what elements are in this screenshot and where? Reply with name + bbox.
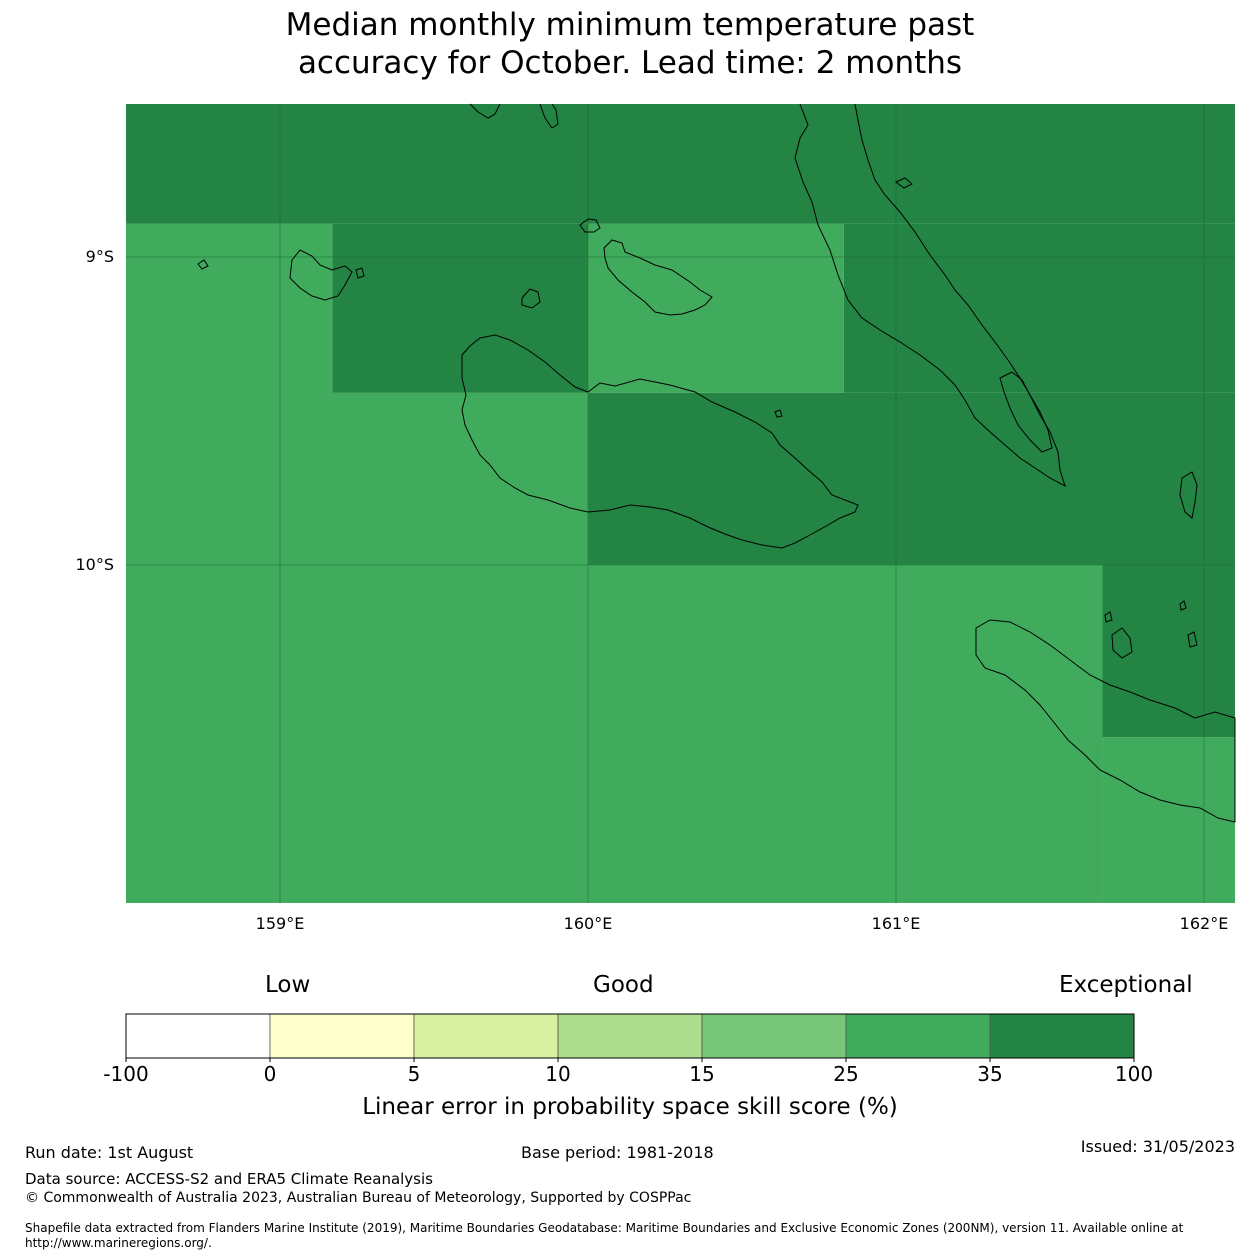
coastline-small-malaita [999, 371, 1053, 453]
skill-cell-3 [126, 392, 589, 565]
colorbar-tick-labels: -100 0 5 10 15 25 35 100 [103, 1058, 1153, 1086]
skill-cell-8 [1102, 564, 1235, 738]
coastline-islet-d [1179, 600, 1187, 611]
colorbar-bin-5 [845, 1013, 991, 1059]
colorbar-tick-0: -100 [103, 1062, 148, 1086]
copyright: © Commonwealth of Australia 2023, Austra… [25, 1190, 692, 1206]
skill-cell-2 [332, 223, 589, 393]
coastline-north-small [469, 103, 501, 119]
y-tick-9s: 9°S [86, 247, 114, 266]
skill-grid-cells [126, 104, 1235, 903]
colorbar-tick-1: 0 [264, 1062, 277, 1086]
x-tick-162e: 162°E [1180, 914, 1229, 933]
colorbar-bin-1 [269, 1013, 415, 1059]
graticule [126, 104, 1235, 903]
coastline-savo-area [579, 218, 601, 233]
x-tick-160e: 160°E [564, 914, 613, 933]
map-title: Median monthly minimum temperature past … [0, 6, 1260, 82]
shapefile-credit-line-1: Shapefile data extracted from Flanders M… [25, 1221, 1184, 1235]
y-tick-labels: 9°S 10°S [75, 247, 114, 574]
issued-date: Issued: 31/05/2023 [1080, 1137, 1235, 1156]
run-date: Run date: 1st August [25, 1143, 194, 1162]
coastlines [197, 103, 1236, 823]
coastline-malaita [794, 103, 1066, 488]
coastline-guadalcanal [461, 334, 859, 549]
skill-cell-9 [1102, 737, 1235, 903]
title-line-2: accuracy for October. Lead time: 2 month… [297, 45, 963, 81]
skill-cell-0 [126, 104, 1235, 224]
colorbar-tick-6: 35 [977, 1062, 1002, 1086]
coastline-uki-islet [1111, 627, 1133, 659]
colorbar-frame [125, 1013, 1135, 1059]
skill-cell-4 [588, 223, 844, 393]
coastline-islet-a [895, 177, 913, 189]
title-line-1: Median monthly minimum temperature past [285, 7, 975, 43]
coastline-russell [289, 249, 353, 301]
coastline-north-small-2 [539, 103, 559, 129]
coastline-small-island-1 [521, 288, 541, 309]
colorbar-bin-6 [989, 1013, 1135, 1059]
coastline-islet-b [774, 409, 783, 418]
colorbar-tick-5: 25 [833, 1062, 858, 1086]
x-tick-159e: 159°E [256, 914, 305, 933]
colorbar-tick-7: 100 [1115, 1062, 1153, 1086]
coastline-islet-c [1104, 611, 1113, 623]
colorbar [125, 1013, 1135, 1059]
shapefile-credit-line-2: http://www.marineregions.org/. [25, 1236, 212, 1250]
data-source: Data source: ACCESS-S2 and ERA5 Climate … [25, 1170, 433, 1188]
coastline-tiny-1 [197, 259, 209, 270]
x-tick-labels: 159°E 160°E 161°E 162°E [256, 914, 1229, 933]
category-low: Low [265, 972, 311, 998]
colorbar-tick-2: 5 [408, 1062, 421, 1086]
colorbar-bin-2 [413, 1013, 559, 1059]
skill-cell-6 [588, 392, 1235, 565]
colorbar-tick-4: 15 [689, 1062, 714, 1086]
skill-cell-5 [843, 223, 1235, 393]
category-exceptional: Exceptional [1059, 972, 1193, 998]
coastline-makira [975, 619, 1236, 823]
coastline-nggela [603, 239, 713, 316]
skill-cell-7 [126, 564, 1103, 903]
colorbar-label: Linear error in probability space skill … [362, 1094, 898, 1120]
category-good: Good [593, 972, 654, 998]
colorbar-tick-3: 10 [545, 1062, 570, 1086]
y-tick-10s: 10°S [75, 555, 114, 574]
base-period: Base period: 1981-2018 [521, 1143, 714, 1162]
coastline-tiny-2 [355, 267, 365, 279]
coastline-east-islet [1179, 471, 1198, 519]
x-tick-161e: 161°E [872, 914, 921, 933]
colorbar-bin-3 [557, 1013, 703, 1059]
colorbar-bin-4 [701, 1013, 847, 1059]
colorbar-bin-0 [125, 1013, 271, 1059]
coastline-islet-e [1187, 631, 1198, 648]
